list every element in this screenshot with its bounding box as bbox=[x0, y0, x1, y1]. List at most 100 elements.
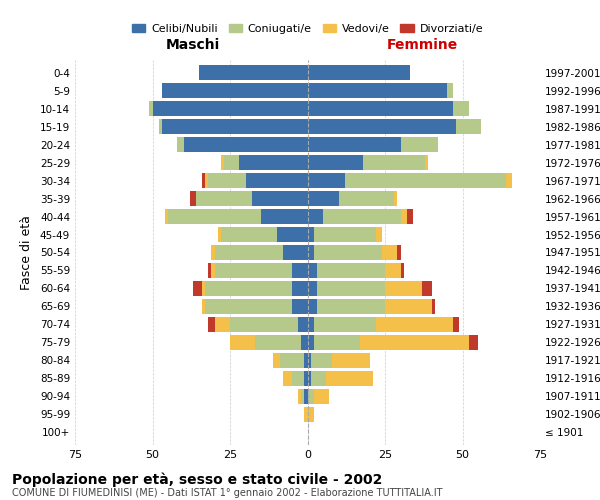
Bar bbox=[401, 210, 407, 224]
Bar bbox=[364, 156, 425, 170]
Bar bbox=[317, 300, 385, 314]
Bar bbox=[344, 174, 506, 188]
Bar bbox=[277, 228, 308, 241]
Bar bbox=[304, 371, 308, 386]
Bar bbox=[283, 246, 308, 260]
Bar bbox=[376, 228, 382, 241]
Bar bbox=[202, 300, 205, 314]
Bar bbox=[314, 246, 382, 260]
Bar bbox=[326, 371, 373, 386]
Bar bbox=[308, 246, 314, 260]
Bar bbox=[304, 353, 308, 368]
Bar bbox=[308, 138, 401, 152]
Bar bbox=[221, 156, 224, 170]
Bar bbox=[178, 138, 184, 152]
Bar bbox=[311, 353, 332, 368]
Bar bbox=[308, 264, 317, 278]
Bar bbox=[205, 174, 208, 188]
Bar bbox=[385, 282, 422, 296]
Bar bbox=[407, 210, 413, 224]
Text: Popolazione per età, sesso e stato civile - 2002: Popolazione per età, sesso e stato civil… bbox=[12, 472, 382, 487]
Bar bbox=[168, 210, 261, 224]
Bar bbox=[308, 228, 314, 241]
Bar bbox=[205, 300, 292, 314]
Bar bbox=[308, 102, 453, 116]
Bar bbox=[298, 318, 308, 332]
Bar bbox=[308, 174, 344, 188]
Bar bbox=[193, 282, 202, 296]
Bar bbox=[301, 389, 304, 404]
Bar bbox=[385, 300, 431, 314]
Bar bbox=[239, 156, 308, 170]
Bar bbox=[292, 264, 308, 278]
Bar bbox=[292, 300, 308, 314]
Text: Maschi: Maschi bbox=[166, 38, 220, 52]
Bar bbox=[308, 353, 311, 368]
Bar bbox=[202, 174, 205, 188]
Bar bbox=[308, 300, 317, 314]
Bar bbox=[149, 102, 152, 116]
Bar bbox=[283, 371, 292, 386]
Bar bbox=[308, 84, 447, 98]
Bar bbox=[385, 264, 401, 278]
Bar bbox=[230, 318, 298, 332]
Bar bbox=[453, 318, 460, 332]
Bar bbox=[425, 156, 428, 170]
Bar bbox=[304, 389, 308, 404]
Bar bbox=[323, 210, 401, 224]
Bar bbox=[314, 389, 329, 404]
Bar bbox=[314, 228, 376, 241]
Legend: Celibi/Nubili, Coniugati/e, Vedovi/e, Divorziati/e: Celibi/Nubili, Coniugati/e, Vedovi/e, Di… bbox=[128, 20, 487, 38]
Bar bbox=[506, 174, 512, 188]
Bar bbox=[469, 336, 478, 349]
Bar bbox=[376, 318, 453, 332]
Bar bbox=[215, 318, 230, 332]
Bar bbox=[224, 156, 239, 170]
Bar bbox=[152, 102, 308, 116]
Bar bbox=[196, 192, 252, 205]
Bar bbox=[184, 138, 308, 152]
Y-axis label: Fasce di età: Fasce di età bbox=[20, 215, 33, 290]
Bar bbox=[431, 300, 434, 314]
Bar bbox=[261, 210, 308, 224]
Bar bbox=[208, 264, 211, 278]
Bar bbox=[274, 353, 280, 368]
Bar bbox=[162, 84, 308, 98]
Bar bbox=[314, 318, 376, 332]
Bar bbox=[245, 174, 308, 188]
Bar bbox=[218, 228, 221, 241]
Bar bbox=[215, 246, 283, 260]
Bar bbox=[199, 66, 308, 80]
Bar bbox=[292, 371, 304, 386]
Bar bbox=[308, 407, 314, 422]
Bar bbox=[394, 192, 397, 205]
Bar bbox=[208, 318, 215, 332]
Bar bbox=[308, 336, 314, 349]
Bar bbox=[190, 192, 196, 205]
Bar bbox=[230, 336, 255, 349]
Bar bbox=[308, 156, 364, 170]
Bar bbox=[308, 210, 323, 224]
Bar bbox=[252, 192, 308, 205]
Bar bbox=[422, 282, 431, 296]
Bar bbox=[338, 192, 394, 205]
Bar bbox=[382, 246, 397, 260]
Bar bbox=[401, 138, 438, 152]
Bar bbox=[332, 353, 370, 368]
Bar bbox=[304, 407, 308, 422]
Bar bbox=[360, 336, 469, 349]
Bar bbox=[308, 371, 311, 386]
Bar bbox=[165, 210, 168, 224]
Bar bbox=[292, 282, 308, 296]
Bar bbox=[298, 389, 301, 404]
Bar bbox=[308, 318, 314, 332]
Bar bbox=[457, 120, 481, 134]
Bar bbox=[397, 246, 401, 260]
Bar bbox=[317, 264, 385, 278]
Bar bbox=[308, 389, 314, 404]
Bar bbox=[280, 353, 304, 368]
Bar bbox=[308, 192, 338, 205]
Bar bbox=[308, 282, 317, 296]
Bar bbox=[202, 282, 205, 296]
Text: COMUNE DI FIUMEDINISI (ME) - Dati ISTAT 1° gennaio 2002 - Elaborazione TUTTITALI: COMUNE DI FIUMEDINISI (ME) - Dati ISTAT … bbox=[12, 488, 443, 498]
